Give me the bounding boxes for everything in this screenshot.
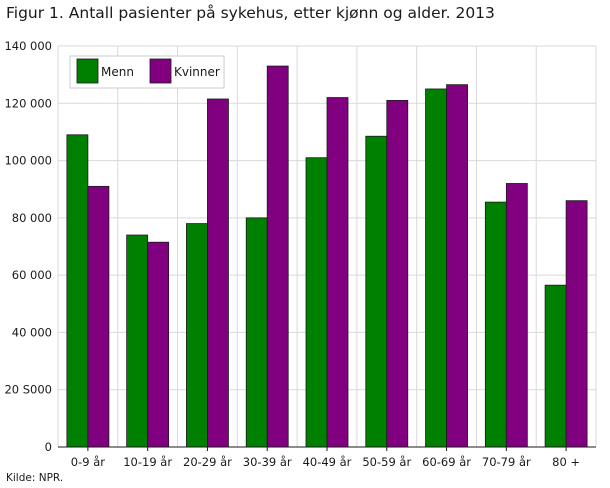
y-tick-label: 80 000: [12, 211, 52, 225]
bar-menn-1: [126, 234, 149, 448]
bar-menn-5: [365, 135, 388, 448]
bars: [66, 65, 588, 448]
bar-kvinner-3: [266, 65, 289, 448]
legend-swatch-menn: [76, 58, 99, 84]
legend-swatch-kvinner: [149, 58, 172, 84]
x-tick-label: 0-9 år: [71, 455, 105, 469]
bar-kvinner-4: [326, 97, 349, 448]
bar-kvinner-2: [207, 98, 229, 448]
bar-kvinner-6: [446, 84, 468, 448]
y-tick-label: 100 000: [4, 154, 52, 168]
y-tick-label: 120 000: [4, 96, 52, 110]
bar-menn-2: [186, 223, 208, 448]
chart-title: Figur 1. Antall pasienter på sykehus, et…: [6, 4, 495, 22]
x-tick-label: 80 +: [552, 455, 580, 469]
bar-menn-7: [484, 201, 507, 448]
x-tick-label: 30-39 år: [243, 455, 292, 469]
y-tick-label: 140 000: [4, 39, 52, 53]
bar-kvinner-7: [505, 183, 528, 448]
bar-menn-0: [66, 134, 89, 448]
bar-kvinner-5: [386, 100, 409, 448]
bar-kvinner-1: [147, 241, 170, 448]
legend: Menn Kvinner: [69, 55, 225, 89]
y-tick-label: 40 000: [12, 325, 52, 339]
bar-menn-8: [544, 284, 567, 448]
bar-menn-6: [425, 88, 447, 448]
legend-label-menn: Menn: [101, 65, 134, 79]
axes: 0 20 S000 40 000 60 000 80 000 100 000 120 000…: [4, 39, 596, 469]
source-note: Kilde: NPR.: [6, 472, 64, 484]
x-tick-label: 50-59 år: [362, 455, 411, 469]
y-tick-label: 20 S000: [4, 383, 52, 397]
bar-kvinner-8: [565, 200, 588, 448]
x-tick-label: 40-49 år: [303, 455, 352, 469]
y-tick-label: 0: [45, 440, 52, 454]
bar-chart: 0 20 S000 40 000 60 000 80 000 100 000 120 000…: [4, 39, 597, 469]
bar-menn-4: [305, 157, 328, 448]
x-tick-label: 60-69 år: [422, 455, 471, 469]
x-tick-label: 70-79 år: [482, 455, 531, 469]
legend-label-kvinner: Kvinner: [174, 65, 220, 79]
bar-menn-3: [245, 217, 268, 448]
bar-kvinner-0: [87, 185, 110, 448]
x-tick-label: 10-19 år: [123, 455, 172, 469]
y-tick-label: 60 000: [12, 268, 52, 282]
x-tick-label: 20-29 år: [183, 455, 232, 469]
